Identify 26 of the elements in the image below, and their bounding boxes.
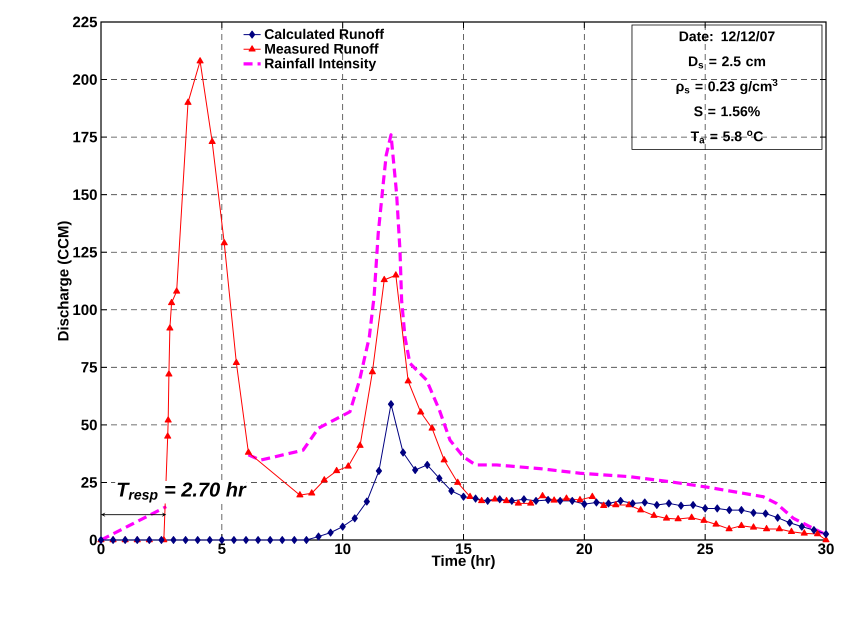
x-axis-title: Time (hr) xyxy=(432,555,495,570)
y-tick-label: 50 xyxy=(81,420,97,430)
y-tick-label: 200 xyxy=(72,74,97,85)
y-tick-label: 150 xyxy=(73,189,97,200)
legend-label: Calculated Runoff xyxy=(264,28,384,40)
annotation: D$_{s}$ = 2.5 cm xyxy=(688,56,766,68)
x-tick-label: 30 xyxy=(818,544,834,554)
y-tick-label: 225 xyxy=(72,16,98,28)
x-tick-label: 0 xyxy=(97,544,105,554)
legend-label: Rainfall Intensity xyxy=(265,58,376,72)
y-tick-label: 125 xyxy=(73,246,98,258)
y-axis-title: Discharge (CCM) xyxy=(58,221,72,340)
legend-label: Measured Runoff xyxy=(265,43,379,54)
y-tick-label: 75 xyxy=(81,362,98,373)
y-tick-label: 175 xyxy=(73,132,98,142)
y-tick-label: 0 xyxy=(90,534,97,546)
x-tick-label: 5 xyxy=(218,544,226,554)
x-tick-label: 25 xyxy=(697,544,714,554)
y-tick-label: 100 xyxy=(73,304,97,316)
x-tick-label: 10 xyxy=(335,544,350,554)
annotation: S = 1.56% xyxy=(694,106,760,116)
x-tick-label: 15 xyxy=(456,544,472,554)
annotation: T$_{resp}$ = 2.70 hr xyxy=(118,482,247,502)
annotation: ρ$_{s}$ = 0.23 g/cm$^{3}$ xyxy=(676,79,778,94)
y-tick-label: 25 xyxy=(81,477,98,488)
x-tick-label: 20 xyxy=(576,544,592,554)
